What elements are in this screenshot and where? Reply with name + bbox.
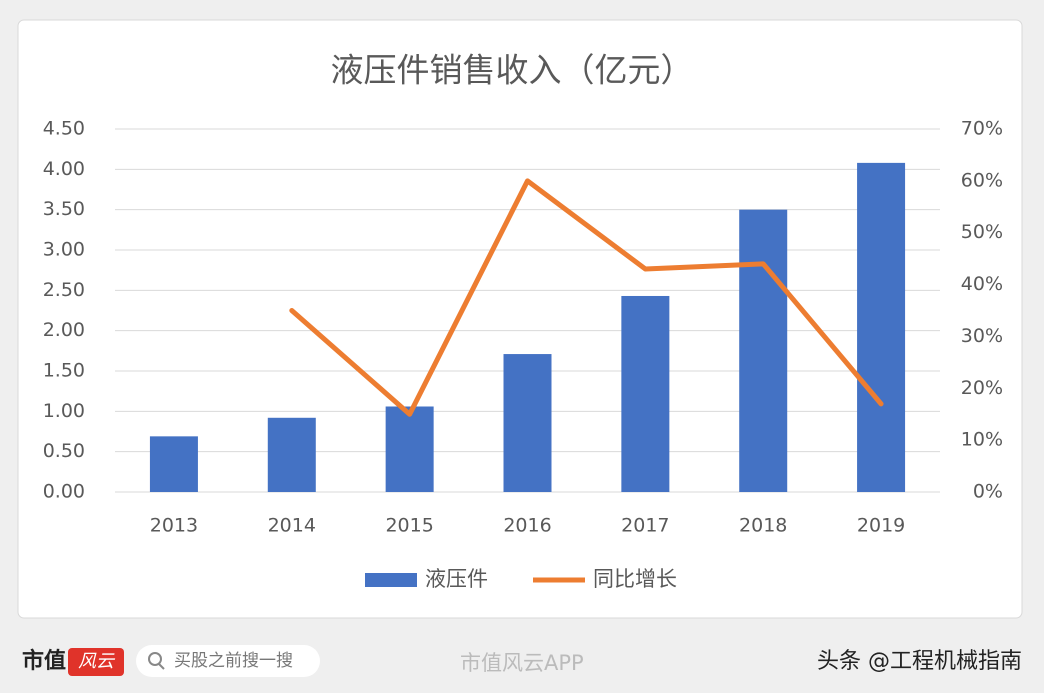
y2-tick-label: 20% bbox=[961, 377, 1003, 399]
y2-tick-label: 70% bbox=[961, 118, 1003, 140]
x-tick-label: 2017 bbox=[621, 515, 669, 537]
y-tick-label: 1.50 bbox=[43, 360, 85, 382]
search-icon-handle bbox=[158, 663, 165, 670]
bar bbox=[857, 162, 906, 492]
search-text: 买股之前搜一搜 bbox=[174, 651, 293, 671]
search-icon bbox=[148, 652, 162, 666]
chart-title: 液压件销售收入（亿元） bbox=[331, 51, 694, 90]
bar bbox=[267, 417, 316, 492]
y-tick-label: 0.50 bbox=[43, 440, 85, 462]
x-tick-label: 2014 bbox=[268, 515, 316, 537]
legend-label: 液压件 bbox=[425, 567, 488, 591]
search-box[interactable] bbox=[136, 645, 320, 677]
legend-swatch bbox=[365, 573, 417, 587]
y2-tick-label: 50% bbox=[961, 221, 1003, 243]
y2-tick-label: 40% bbox=[961, 273, 1003, 295]
y-tick-label: 4.50 bbox=[43, 118, 85, 140]
y2-tick-label: 30% bbox=[961, 325, 1003, 347]
x-tick-label: 2018 bbox=[739, 515, 787, 537]
legend-label: 同比增长 bbox=[593, 567, 677, 591]
footer-logo-mark: 风云 bbox=[78, 651, 116, 672]
x-tick-label: 2015 bbox=[385, 515, 433, 537]
footer-logo: 市值 bbox=[22, 648, 66, 674]
y-tick-label: 3.50 bbox=[43, 198, 85, 220]
y2-tick-label: 10% bbox=[961, 429, 1003, 451]
bar bbox=[385, 406, 434, 492]
x-tick-label: 2016 bbox=[503, 515, 551, 537]
bar bbox=[503, 354, 552, 492]
footer-source: 头条 @工程机械指南 bbox=[817, 649, 1022, 674]
y-tick-label: 0.00 bbox=[43, 481, 85, 503]
y-tick-label: 2.50 bbox=[43, 279, 85, 301]
bar bbox=[621, 295, 670, 492]
y-tick-label: 3.00 bbox=[43, 239, 85, 261]
bar bbox=[149, 436, 198, 492]
y-tick-label: 2.00 bbox=[43, 319, 85, 341]
y2-tick-label: 0% bbox=[973, 481, 1003, 503]
line bbox=[289, 178, 884, 417]
y-tick-label: 1.00 bbox=[43, 400, 85, 422]
footer-app: 市值风云APP bbox=[460, 651, 584, 675]
y2-tick-label: 60% bbox=[961, 169, 1003, 191]
bar bbox=[739, 209, 788, 492]
y-tick-label: 4.00 bbox=[43, 158, 85, 180]
logo-mark-box bbox=[68, 648, 124, 676]
x-tick-label: 2019 bbox=[857, 515, 905, 537]
x-tick-label: 2013 bbox=[150, 515, 198, 537]
